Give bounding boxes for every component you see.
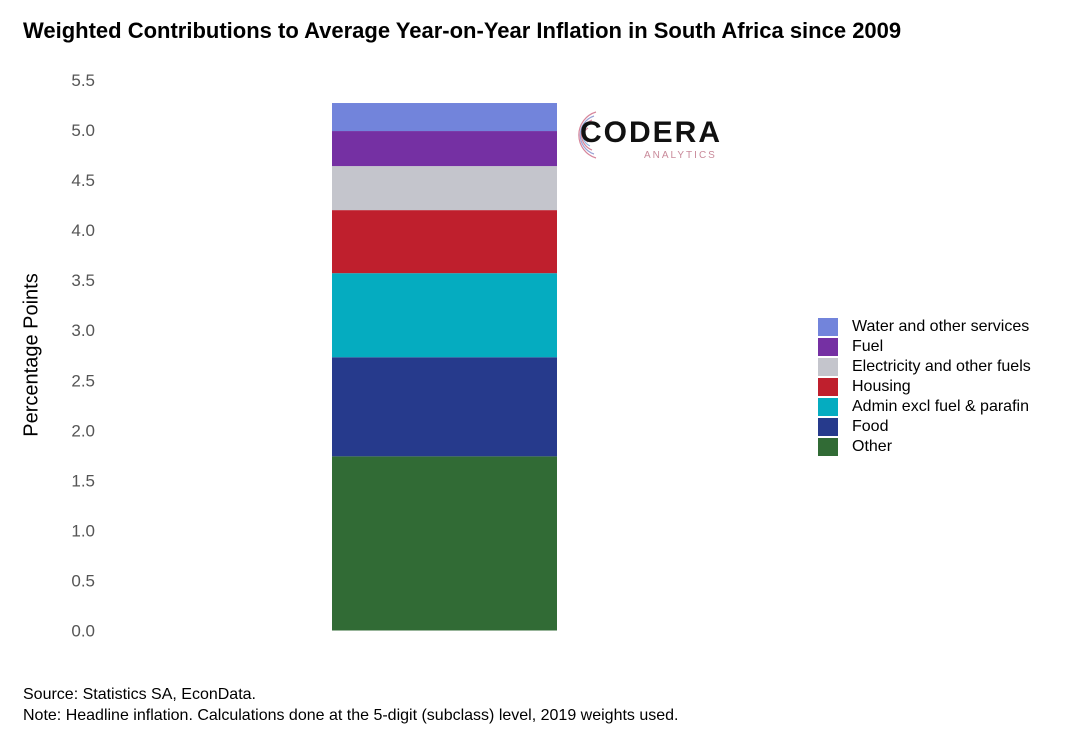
bar-segment-water-and-other-services [332,103,557,132]
bar-segment-fuel [332,131,557,167]
legend-label: Water and other services [852,318,1030,335]
legend-swatch [818,338,838,356]
legend-item: Water and other services [818,317,1031,337]
y-tick-label: 1.5 [71,471,95,490]
legend-swatch [818,358,838,376]
legend-label: Fuel [852,338,884,355]
bar-segment-housing [332,210,557,274]
codera-logo: CODERA ANALYTICS [566,106,736,164]
legend-swatch [818,318,838,336]
legend-label: Other [852,438,893,455]
y-axis-ticks: 0.0 0.5 1.0 1.5 2.0 2.5 3.0 3.5 4.0 4.5 5.0 5.5 [71,71,95,641]
y-tick-label: 0.5 [71,571,95,590]
legend-item: Fuel [818,337,1031,357]
legend-swatch [818,398,838,416]
y-tick-label: 0.0 [71,622,95,641]
logo-subtitle: ANALYTICS [644,150,717,161]
legend-item: Housing [818,377,1031,397]
bar-segment-other [332,456,557,631]
y-tick-label: 1.0 [71,521,95,540]
legend-item: Food [818,417,1031,437]
source-note: Source: Statistics SA, EconData. [23,686,256,703]
bar-segment-admin-excl-fuel-parafin [332,273,557,358]
chart-title: Weighted Contributions to Average Year-o… [23,18,902,43]
legend-item: Electricity and other fuels [818,357,1031,377]
legend-label: Food [852,418,889,435]
legend-swatch [818,418,838,436]
methodology-note: Note: Headline inflation. Calculations d… [23,707,679,724]
stacked-bar [332,103,557,631]
chart-legend: Water and other services Fuel Electricit… [818,317,1031,457]
bar-segment-food [332,357,557,457]
legend-item: Admin excl fuel & parafin [818,397,1031,417]
y-tick-label: 4.5 [71,171,95,190]
legend-swatch [818,438,838,456]
legend-swatch [818,378,838,396]
codera-logo-mark-icon [578,111,597,159]
y-tick-label: 5.5 [71,71,95,90]
y-tick-label: 3.0 [71,321,95,340]
y-tick-label: 2.0 [71,421,95,440]
y-tick-label: 3.5 [71,271,95,290]
legend-label: Housing [852,378,911,395]
y-tick-label: 2.5 [71,371,95,390]
chart-footer: Source: Statistics SA, EconData. Note: H… [23,684,679,726]
legend-label: Electricity and other fuels [852,358,1031,375]
bar-segment-electricity-and-other-fuels [332,166,557,211]
legend-item: Other [818,437,1031,457]
y-tick-label: 5.0 [71,121,95,140]
logo-wordmark: CODERA [580,116,723,149]
y-tick-label: 4.0 [71,221,95,240]
legend-label: Admin excl fuel & parafin [852,398,1029,415]
